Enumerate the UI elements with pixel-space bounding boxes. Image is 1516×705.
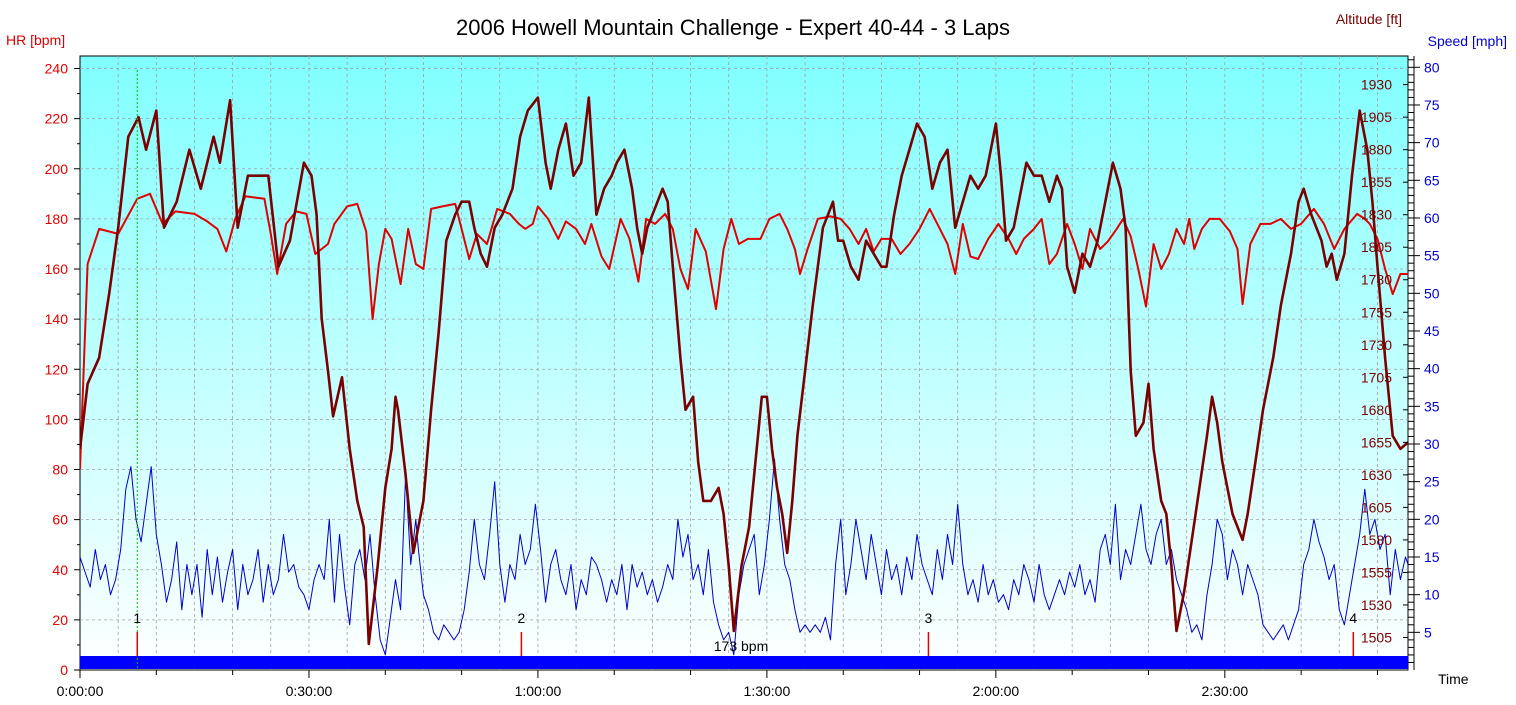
time-tick-label: 1:30:00 xyxy=(744,683,791,699)
grid-lines xyxy=(80,56,1408,670)
speed-tick-label: 25 xyxy=(1424,474,1440,490)
lap-marker-label: 3 xyxy=(925,610,933,626)
plot-background xyxy=(79,55,1409,671)
hr-tick-label: 60 xyxy=(52,512,68,528)
zone-band-layer xyxy=(80,656,1408,669)
lap-marker-label: 1 xyxy=(133,610,141,626)
zone-band-label: 173 bpm xyxy=(714,638,768,654)
hr-tick-label: 220 xyxy=(45,111,69,127)
speed-tick-label: 40 xyxy=(1424,361,1440,377)
time-tick-label: 2:00:00 xyxy=(973,683,1020,699)
speed-tick-label: 20 xyxy=(1424,511,1440,527)
time-tick-label: 0:00:00 xyxy=(57,683,104,699)
series-layer xyxy=(80,96,1408,656)
altitude-tick-label: 1580 xyxy=(1361,532,1392,548)
speed-tick-label: 30 xyxy=(1424,436,1440,452)
hr-tick-label: 140 xyxy=(45,311,69,327)
speed-tick-label: 60 xyxy=(1424,210,1440,226)
axes: 0204060801001201401601802002202405101520… xyxy=(45,56,1440,699)
hr-tick-label: 180 xyxy=(45,211,69,227)
hr-tick-label: 80 xyxy=(52,462,68,478)
altitude-tick-label: 1730 xyxy=(1361,337,1392,353)
hr-tick-label: 40 xyxy=(52,562,68,578)
altitude-line xyxy=(80,96,1408,646)
speed-tick-label: 45 xyxy=(1424,323,1440,339)
heart-rate-line xyxy=(80,192,1408,470)
speed-tick-label: 10 xyxy=(1424,587,1440,603)
altitude-tick-label: 1655 xyxy=(1361,434,1392,450)
time-axis-label: Time xyxy=(1438,671,1469,687)
hr-tick-label: 160 xyxy=(45,261,69,277)
time-tick-label: 2:30:00 xyxy=(1201,683,1248,699)
speed-axis-label: Speed [mph] xyxy=(1428,33,1507,49)
altitude-tick-label: 1530 xyxy=(1361,597,1392,613)
altitude-tick-label: 1930 xyxy=(1361,77,1392,93)
speed-tick-label: 55 xyxy=(1424,248,1440,264)
speed-tick-label: 70 xyxy=(1424,135,1440,151)
speed-tick-label: 80 xyxy=(1424,59,1440,75)
hr-tick-label: 200 xyxy=(45,161,69,177)
altitude-tick-label: 1705 xyxy=(1361,369,1392,385)
altitude-tick-label: 1905 xyxy=(1361,109,1392,125)
altitude-tick-label: 1605 xyxy=(1361,499,1392,515)
speed-tick-label: 5 xyxy=(1424,624,1432,640)
altitude-tick-label: 1680 xyxy=(1361,402,1392,418)
altitude-tick-label: 1805 xyxy=(1361,239,1392,255)
lap-marker-layer: 1 2 3 4 173 bpm xyxy=(133,70,1357,670)
hr-tick-label: 120 xyxy=(45,361,69,377)
altitude-tick-label: 1755 xyxy=(1361,304,1392,320)
altitude-axis-label: Altitude [ft] xyxy=(1336,11,1402,27)
altitude-tick-label: 1880 xyxy=(1361,142,1392,158)
altitude-tick-label: 1555 xyxy=(1361,564,1392,580)
speed-tick-label: 75 xyxy=(1424,97,1440,113)
speed-line xyxy=(80,458,1408,656)
lap-marker-label: 4 xyxy=(1349,610,1357,626)
hr-tick-label: 20 xyxy=(52,612,68,628)
time-tick-label: 1:00:00 xyxy=(515,683,562,699)
chart-title: 2006 Howell Mountain Challenge - Expert … xyxy=(456,15,1010,40)
lap-marker-label: 2 xyxy=(517,610,525,626)
speed-tick-label: 35 xyxy=(1424,398,1440,414)
altitude-tick-label: 1855 xyxy=(1361,174,1392,190)
altitude-tick-label: 1830 xyxy=(1361,207,1392,223)
hr-zone-band xyxy=(80,656,1408,669)
speed-tick-label: 65 xyxy=(1424,172,1440,188)
speed-tick-label: 50 xyxy=(1424,285,1440,301)
hr-tick-label: 0 xyxy=(60,662,68,678)
altitude-tick-label: 1505 xyxy=(1361,629,1392,645)
speed-tick-label: 15 xyxy=(1424,549,1440,565)
time-tick-label: 0:30:00 xyxy=(286,683,333,699)
hr-tick-label: 100 xyxy=(45,411,69,427)
altitude-tick-label: 1780 xyxy=(1361,272,1392,288)
altitude-tick-label: 1630 xyxy=(1361,467,1392,483)
hr-tick-label: 240 xyxy=(45,61,69,77)
hr-axis-label: HR [bpm] xyxy=(6,32,65,48)
